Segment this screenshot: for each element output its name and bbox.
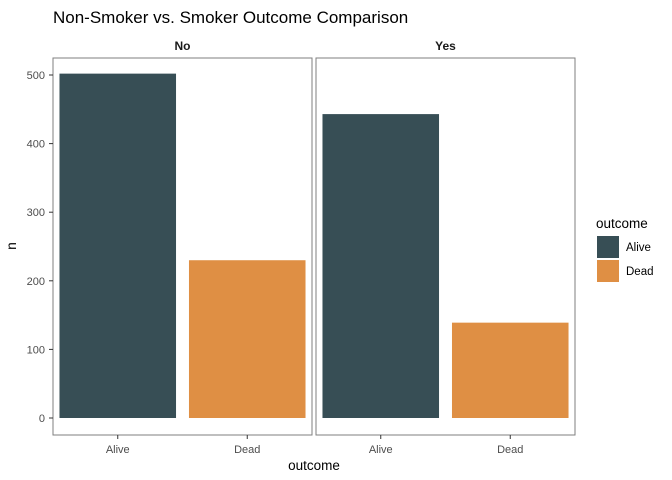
- facet-strip-label: Yes: [435, 39, 456, 53]
- legend: outcome Alive Dead: [596, 216, 654, 282]
- legend-key-alive: [597, 236, 619, 258]
- x-axis-title: outcome: [288, 458, 340, 473]
- bar-yes-alive: [322, 114, 440, 418]
- facet-panels: No Alive Dead Yes Alive Dead: [52, 39, 576, 456]
- bar-yes-dead: [451, 322, 569, 418]
- bar-no-alive: [59, 73, 177, 418]
- y-tick-label: 400: [27, 139, 45, 151]
- x-tick-label: Alive: [106, 444, 130, 456]
- y-tick-label: 0: [39, 413, 45, 425]
- x-tick-label: Alive: [369, 444, 393, 456]
- x-tick-label: Dead: [497, 444, 523, 456]
- y-tick-label: 100: [27, 344, 45, 356]
- bar-no-dead: [188, 260, 306, 418]
- legend-key-dead: [597, 260, 619, 282]
- x-tick-label: Dead: [234, 444, 260, 456]
- legend-title: outcome: [596, 216, 648, 231]
- y-tick-label: 300: [27, 207, 45, 219]
- facet-strip-label: No: [175, 39, 191, 53]
- chart-title: Non-Smoker vs. Smoker Outcome Comparison: [53, 8, 408, 27]
- legend-label-dead: Dead: [626, 266, 654, 278]
- legend-label-alive: Alive: [626, 242, 651, 254]
- y-tick-label: 500: [27, 70, 45, 82]
- facet-panel-yes: Yes Alive Dead: [315, 39, 576, 456]
- facet-panel-no: No Alive Dead: [52, 39, 313, 456]
- y-axis: 0 100 200 300 400 500: [27, 70, 53, 425]
- y-tick-label: 200: [27, 276, 45, 288]
- y-axis-title: n: [4, 242, 19, 250]
